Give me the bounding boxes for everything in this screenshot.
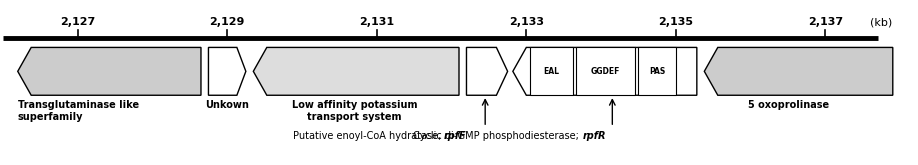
- Polygon shape: [253, 47, 459, 95]
- Text: 2,131: 2,131: [359, 17, 395, 28]
- Text: 5 oxoprolinase: 5 oxoprolinase: [747, 100, 829, 110]
- Text: Putative enoyl-CoA hydratase;: Putative enoyl-CoA hydratase;: [293, 132, 444, 142]
- Text: GGDEF: GGDEF: [591, 67, 621, 76]
- Polygon shape: [704, 47, 893, 95]
- Text: 2,135: 2,135: [658, 17, 693, 28]
- Polygon shape: [513, 47, 697, 95]
- Text: (kb): (kb): [870, 17, 892, 28]
- Text: PAS: PAS: [649, 67, 666, 76]
- Text: rpfF: rpfF: [444, 132, 466, 142]
- Bar: [530, 47, 573, 95]
- Text: Low affinity potassium
transport system: Low affinity potassium transport system: [292, 100, 417, 122]
- Bar: [577, 47, 634, 95]
- Bar: [639, 47, 676, 95]
- Text: EAL: EAL: [543, 67, 559, 76]
- Polygon shape: [17, 47, 201, 95]
- Text: 2,129: 2,129: [209, 17, 245, 28]
- Text: 2,127: 2,127: [60, 17, 95, 28]
- Text: 2,133: 2,133: [509, 17, 543, 28]
- Text: rpfR: rpfR: [582, 132, 606, 142]
- Text: Cyclic di-GMP phosphodiesterase;: Cyclic di-GMP phosphodiesterase;: [413, 132, 582, 142]
- Polygon shape: [208, 47, 246, 95]
- Polygon shape: [466, 47, 508, 95]
- Text: 2,137: 2,137: [808, 17, 843, 28]
- Text: Transglutaminase like
superfamily: Transglutaminase like superfamily: [17, 100, 139, 122]
- Text: Unkown: Unkown: [206, 100, 249, 110]
